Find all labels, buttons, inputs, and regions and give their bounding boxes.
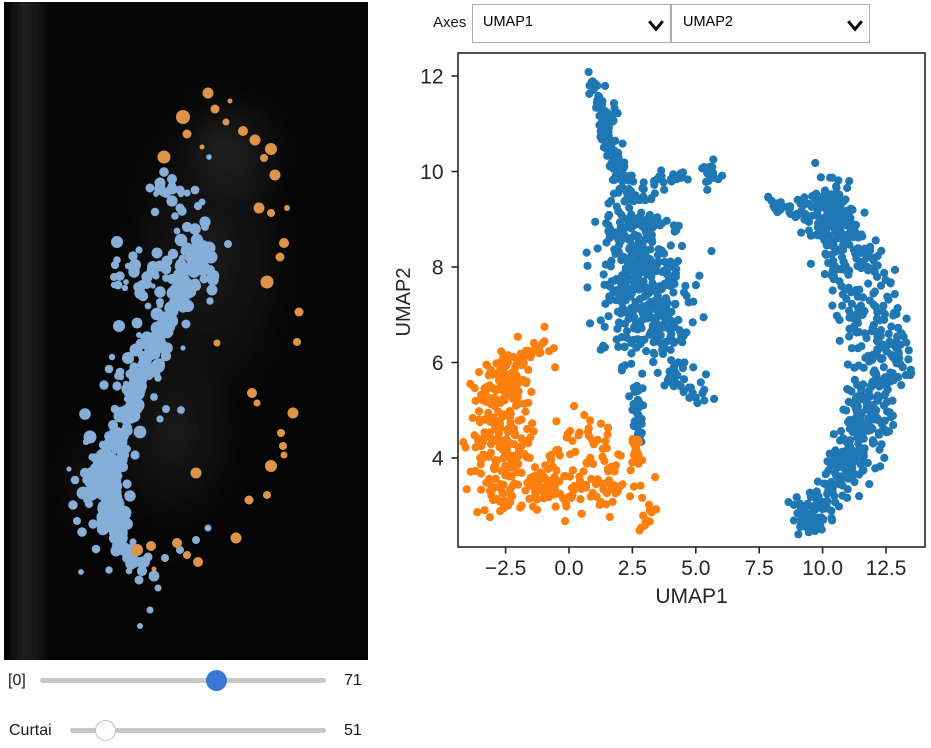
svg-text:4: 4 [432,448,444,471]
svg-text:−2.5: −2.5 [485,557,526,580]
svg-text:8: 8 [432,257,444,280]
svg-text:2.5: 2.5 [618,557,647,580]
svg-text:7.5: 7.5 [745,557,774,580]
svg-text:10.0: 10.0 [802,557,843,580]
svg-text:10: 10 [420,161,443,184]
svg-text:0.0: 0.0 [554,557,583,580]
svg-text:12.5: 12.5 [866,557,907,580]
svg-text:12: 12 [420,66,443,89]
svg-text:5.0: 5.0 [681,557,710,580]
svg-text:UMAP1: UMAP1 [655,585,727,608]
svg-text:UMAP2: UMAP2 [393,268,415,337]
svg-text:6: 6 [432,352,444,375]
